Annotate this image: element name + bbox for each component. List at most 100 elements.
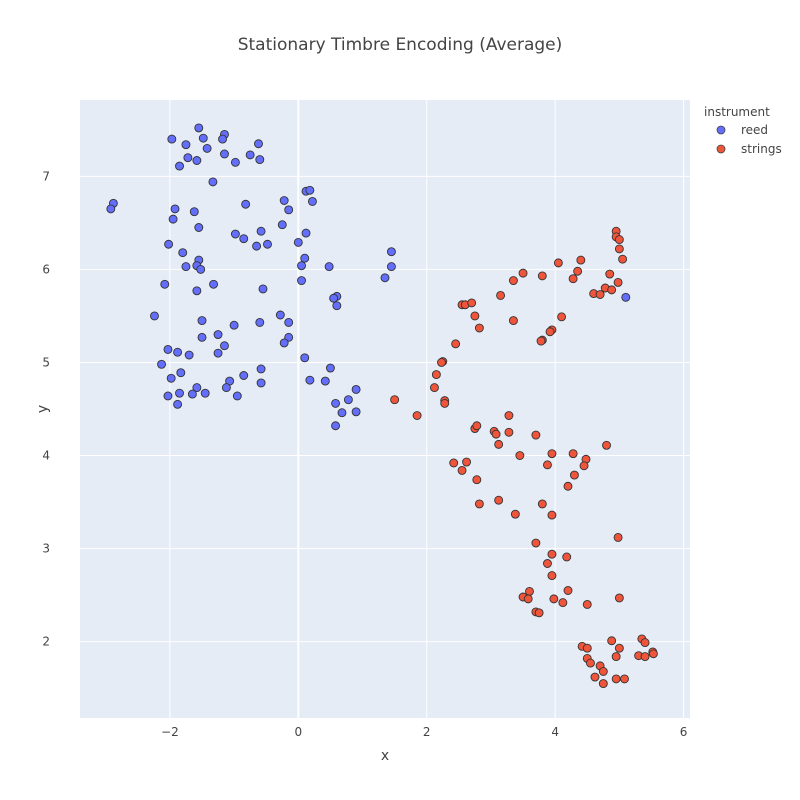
data-point-reed[interactable] [164, 239, 174, 249]
data-point-reed[interactable] [254, 139, 263, 149]
data-point-reed[interactable] [194, 223, 204, 232]
data-point-strings[interactable] [510, 509, 520, 519]
data-point-reed[interactable] [175, 161, 184, 171]
data-point-strings[interactable] [614, 643, 624, 653]
data-point-reed[interactable] [325, 363, 335, 373]
data-point-strings[interactable] [508, 316, 518, 326]
data-point-reed[interactable] [181, 262, 191, 272]
data-point-reed[interactable] [331, 398, 341, 408]
data-point-strings[interactable] [547, 510, 557, 520]
data-point-strings[interactable] [440, 398, 450, 408]
data-point-reed[interactable] [232, 391, 242, 401]
data-point-strings[interactable] [457, 465, 467, 475]
data-point-strings[interactable] [449, 458, 459, 468]
data-point-reed[interactable] [189, 207, 199, 217]
data-point-reed[interactable] [176, 368, 186, 378]
data-point-reed[interactable] [256, 364, 266, 374]
data-point-strings[interactable] [613, 277, 623, 287]
data-point-reed[interactable] [284, 205, 294, 215]
data-point-reed[interactable] [218, 134, 227, 144]
data-point-reed[interactable] [163, 391, 173, 401]
data-point-strings[interactable] [598, 667, 608, 676]
data-point-strings[interactable] [547, 571, 557, 581]
data-point-reed[interactable] [256, 378, 266, 388]
data-point-reed[interactable] [150, 311, 159, 321]
data-point-reed[interactable] [208, 177, 218, 187]
data-point-reed[interactable] [192, 286, 202, 296]
data-point-strings[interactable] [568, 274, 578, 284]
data-point-strings[interactable] [543, 460, 552, 470]
data-point-strings[interactable] [536, 336, 546, 346]
data-point-strings[interactable] [525, 586, 534, 596]
data-point-reed[interactable] [192, 383, 202, 393]
data-point-strings[interactable] [508, 276, 518, 286]
data-point-reed[interactable] [256, 226, 266, 236]
data-point-strings[interactable] [618, 254, 628, 264]
data-point-strings[interactable] [614, 235, 624, 245]
data-point-reed[interactable] [175, 388, 184, 398]
data-point-strings[interactable] [579, 461, 589, 471]
data-point-reed[interactable] [200, 388, 210, 398]
data-point-reed[interactable] [202, 143, 212, 153]
data-point-reed[interactable] [343, 395, 353, 405]
data-point-strings[interactable] [470, 311, 480, 321]
data-point-strings[interactable] [494, 495, 504, 505]
data-point-reed[interactable] [297, 276, 306, 286]
data-point-reed[interactable] [187, 389, 197, 399]
data-point-strings[interactable] [543, 559, 552, 568]
data-point-reed[interactable] [351, 385, 361, 394]
data-point-strings[interactable] [582, 600, 592, 609]
data-point-reed[interactable] [258, 284, 268, 294]
data-point-strings[interactable] [531, 538, 541, 548]
data-point-reed[interactable] [293, 237, 303, 247]
data-point-strings[interactable] [576, 255, 586, 265]
data-point-reed[interactable] [229, 320, 239, 330]
legend-item-strings[interactable]: strings [716, 142, 782, 156]
data-point-reed[interactable] [241, 199, 251, 209]
data-point-strings[interactable] [573, 266, 583, 276]
data-point-reed[interactable] [183, 153, 193, 163]
data-point-strings[interactable] [549, 594, 559, 604]
data-point-strings[interactable] [537, 499, 547, 509]
data-point-reed[interactable] [279, 338, 289, 348]
data-point-strings[interactable] [472, 475, 482, 485]
data-point-strings[interactable] [451, 339, 461, 349]
data-point-strings[interactable] [590, 672, 600, 682]
data-point-strings[interactable] [515, 451, 525, 460]
data-point-strings[interactable] [602, 440, 611, 450]
data-point-reed[interactable] [252, 241, 262, 251]
data-point-reed[interactable] [307, 196, 317, 206]
data-point-strings[interactable] [523, 594, 533, 604]
data-point-reed[interactable] [320, 376, 330, 386]
data-point-reed[interactable] [168, 214, 178, 224]
data-point-reed[interactable] [329, 293, 339, 303]
data-point-reed[interactable] [230, 157, 240, 167]
data-point-reed[interactable] [386, 262, 396, 272]
data-point-strings[interactable] [607, 636, 617, 646]
data-point-strings[interactable] [390, 395, 400, 405]
data-point-reed[interactable] [332, 301, 342, 311]
data-point-reed[interactable] [221, 383, 231, 393]
data-point-reed[interactable] [386, 247, 396, 257]
data-point-strings[interactable] [598, 679, 608, 689]
data-point-reed[interactable] [297, 261, 306, 271]
data-point-strings[interactable] [553, 258, 563, 268]
data-point-strings[interactable] [429, 383, 439, 393]
data-point-strings[interactable] [412, 411, 422, 420]
data-point-reed[interactable] [239, 371, 249, 380]
data-point-strings[interactable] [491, 429, 501, 439]
data-point-reed[interactable] [300, 353, 310, 363]
data-point-reed[interactable] [160, 279, 170, 289]
data-point-reed[interactable] [197, 332, 207, 342]
data-point-reed[interactable] [263, 239, 272, 249]
data-point-strings[interactable] [614, 593, 624, 603]
data-point-strings[interactable] [474, 499, 484, 509]
data-point-strings[interactable] [462, 457, 471, 467]
data-point-strings[interactable] [547, 549, 557, 559]
data-point-reed[interactable] [173, 347, 183, 357]
data-point-strings[interactable] [568, 449, 578, 459]
data-point-reed[interactable] [380, 273, 390, 283]
data-point-reed[interactable] [213, 348, 223, 358]
data-point-reed[interactable] [337, 408, 347, 418]
data-point-reed[interactable] [197, 316, 207, 326]
